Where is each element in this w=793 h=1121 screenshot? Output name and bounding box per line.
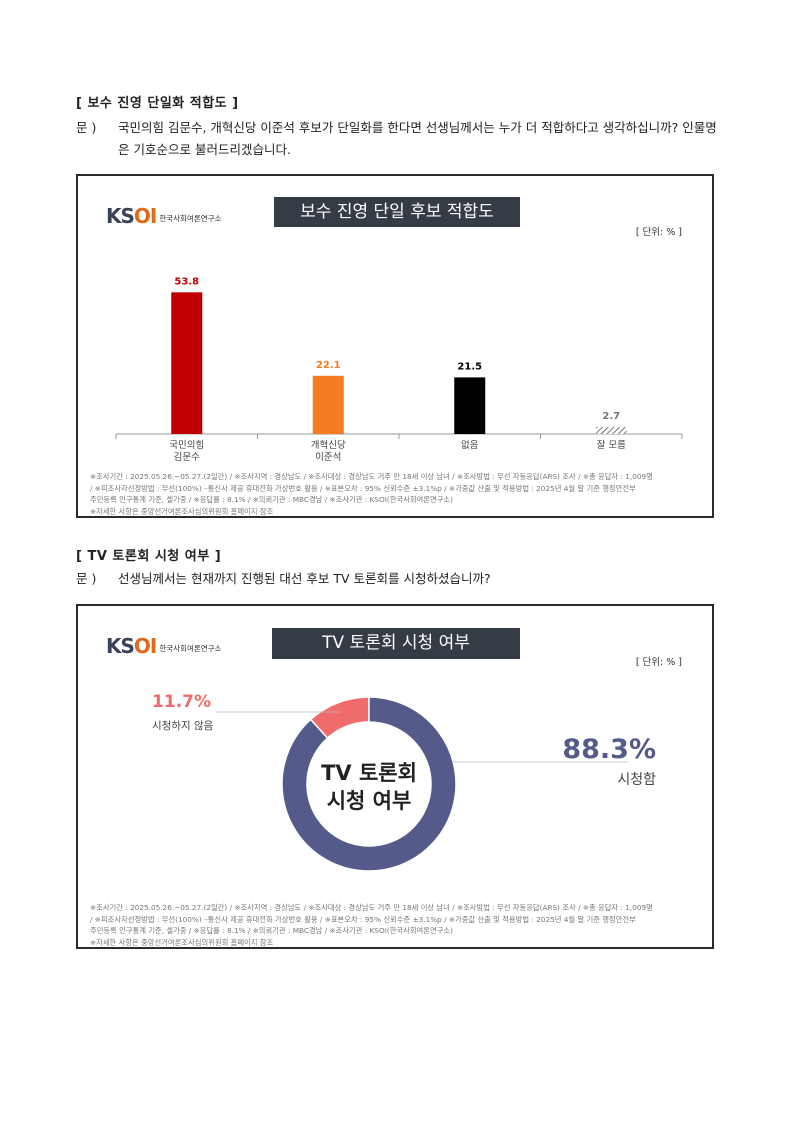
donut-slice	[281, 696, 457, 872]
footer-line: 주민등록 인구통계 기준, 셀가중 / ※응답률 : 8.1% / ※의뢰기관 …	[90, 495, 453, 504]
section1-question: 문 ) 국민의힘 김문수, 개혁신당 이준석 후보가 단일화를 한다면 선생님께…	[76, 117, 717, 161]
x-tick-label: 잘 모름	[597, 439, 626, 451]
logo-mark: KSOI	[106, 634, 157, 658]
ksoi-logo: KSOI 한국사회여론연구소	[106, 636, 221, 656]
bar	[595, 426, 627, 434]
question-text: 국민의힘 김문수, 개혁신당 이준석 후보가 단일화를 한다면 선생님께서는 누…	[118, 120, 717, 157]
slice-category-label: 시청함	[617, 772, 656, 788]
footer-line: ※자세한 사항은 중앙선거여론조사심의위원회 홈페이지 참조	[90, 937, 274, 947]
x-tick-label: 이준석	[315, 452, 341, 463]
slice-category-label: 시청하지 않음	[152, 719, 214, 732]
bar-value-label: 2.7	[602, 411, 620, 422]
donut-center-label: TV 토론회	[321, 761, 417, 785]
section1-heading: [ 보수 진영 단일화 적합도 ]	[76, 96, 239, 111]
unit-label: [ 단위: % ]	[635, 657, 682, 668]
footer-line: 주민등록 인구통계 기준, 셀가중 / ※응답률 : 8.1% / ※의뢰기관 …	[90, 926, 453, 935]
x-tick-label: 없음	[461, 439, 479, 451]
footer-line: ※조사기간 : 2025.05.26.~05.27.(2일간) / ※조사지역 …	[90, 903, 653, 912]
section2-question: 문 ) 선생님께서는 현재까지 진행된 대선 후보 TV 토론회를 시청하셨습니…	[76, 568, 716, 590]
footer-line: / ※피조사자선정방법 : 무선(100%) –통신사 제공 휴대전화 가상번호…	[90, 914, 636, 924]
question-label: 문 )	[76, 120, 97, 135]
chart-title: 보수 진영 단일 후보 적합도	[274, 197, 520, 227]
unit-label: [ 단위: % ]	[635, 227, 682, 238]
ksoi-logo: KSOI 한국사회여론연구소	[106, 206, 221, 226]
bar	[312, 375, 344, 434]
logo-org-name: 한국사회여론연구소	[159, 644, 222, 653]
chart-title: TV 토론회 시청 여부	[272, 628, 520, 659]
donut-center-label: 시청 여부	[327, 789, 412, 813]
chart-footer: ※조사기간 : 2025.05.26.~05.27.(2일간) / ※조사지역 …	[90, 471, 702, 517]
chart-footer: ※조사기간 : 2025.05.26.~05.27.(2일간) / ※조사지역 …	[90, 902, 702, 948]
question-label: 문 )	[76, 571, 97, 586]
bar-value-label: 53.8	[174, 276, 199, 287]
question-text: 선생님께서는 현재까지 진행된 대선 후보 TV 토론회를 시청하셨습니까?	[118, 571, 491, 586]
section2-heading: [ TV 토론회 시청 여부 ]	[76, 549, 222, 564]
x-tick-label: 김문수	[174, 451, 200, 463]
slice-value-label: 11.7%	[152, 692, 211, 712]
logo-org-name: 한국사회여론연구소	[159, 214, 222, 223]
bar-value-label: 21.5	[457, 361, 482, 372]
footer-line: ※조사기간 : 2025.05.26.~05.27.(2일간) / ※조사지역 …	[90, 472, 653, 481]
bar-value-label: 22.1	[316, 360, 341, 371]
footer-line: ※자세한 사항은 중앙선거여론조사심의위원회 홈페이지 참조	[90, 506, 274, 516]
bar	[454, 377, 486, 434]
logo-mark: KSOI	[106, 204, 157, 228]
donut-chart-panel: KSOI 한국사회여론연구소 TV 토론회 시청 여부 [ 단위: % ] TV…	[76, 604, 714, 949]
slice-value-label: 88.3%	[562, 734, 656, 765]
x-tick-label: 국민의힘	[169, 440, 204, 451]
footer-line: / ※피조사자선정방법 : 무선(100%) –통신사 제공 휴대전화 가상번호…	[90, 483, 636, 493]
bar	[171, 292, 203, 434]
bar-chart-panel: KSOI 한국사회여론연구소 보수 진영 단일 후보 적합도 [ 단위: % ]…	[76, 174, 714, 518]
x-tick-label: 개혁신당	[311, 440, 346, 451]
